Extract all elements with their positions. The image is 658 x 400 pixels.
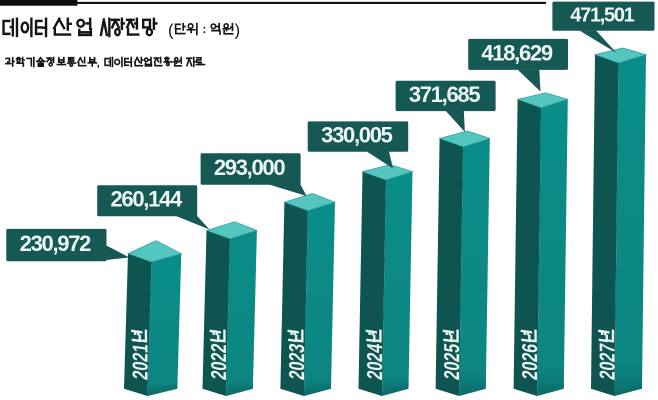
svg-text:(: (	[168, 21, 174, 39]
svg-text:2024: 2024	[364, 342, 388, 381]
svg-text:371,685: 371,685	[409, 82, 480, 107]
svg-text:2027: 2027	[597, 342, 621, 381]
svg-text:): )	[235, 21, 241, 39]
svg-text:2023: 2023	[286, 342, 310, 381]
svg-text::: :	[202, 22, 206, 36]
svg-text:260,144: 260,144	[110, 187, 182, 212]
svg-text:2025: 2025	[441, 342, 465, 381]
svg-text:,: ,	[97, 57, 100, 69]
svg-text:418,629: 418,629	[481, 40, 552, 65]
svg-text:2022: 2022	[208, 342, 232, 381]
svg-text:2026: 2026	[519, 342, 543, 381]
svg-text:293,000: 293,000	[214, 155, 285, 180]
svg-text:330,005: 330,005	[321, 123, 392, 148]
svg-text:230,972: 230,972	[20, 231, 91, 256]
svg-text:471,501: 471,501	[570, 5, 634, 27]
svg-text:2021: 2021	[130, 342, 154, 381]
